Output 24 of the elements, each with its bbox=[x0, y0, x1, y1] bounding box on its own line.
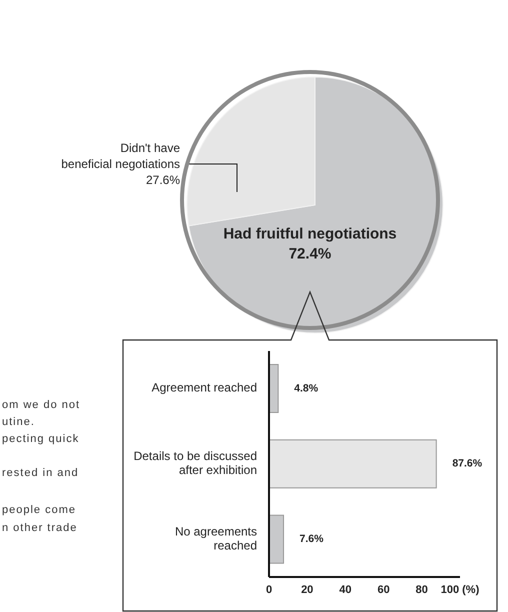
data-label: 72.4% bbox=[288, 245, 332, 262]
y-tick-label: No agreements reached bbox=[174, 524, 257, 553]
x-tick-label: 100 (%) bbox=[440, 584, 480, 596]
x-tick-label: 20 bbox=[301, 584, 314, 596]
data-label: 27.6% bbox=[146, 173, 180, 187]
data-label: 4.8% bbox=[294, 382, 319, 394]
text: people come bbox=[2, 504, 76, 516]
data-label: 87.6% bbox=[452, 458, 483, 470]
x-tick-label: 40 bbox=[339, 584, 352, 596]
text: utine. bbox=[2, 416, 35, 428]
text: n other trade bbox=[2, 522, 78, 534]
x-tick-label: 60 bbox=[377, 584, 390, 596]
y-tick-label: Details to be discussed after exhibition bbox=[134, 449, 257, 478]
y-tick-label: Agreement reached bbox=[152, 380, 257, 395]
text: rested in and bbox=[2, 467, 79, 479]
data-label: 7.6% bbox=[300, 533, 324, 546]
text: om we do not bbox=[2, 399, 80, 411]
bar bbox=[269, 439, 437, 488]
bar bbox=[269, 514, 284, 564]
text: pecting quick bbox=[2, 433, 80, 445]
x-tick-label: 0 bbox=[266, 584, 272, 596]
slice-label: Had fruitful negotiations bbox=[223, 225, 397, 242]
x-tick-label: 80 bbox=[416, 584, 428, 596]
slice-label: Didn't have beneficial negotiations bbox=[61, 141, 180, 171]
